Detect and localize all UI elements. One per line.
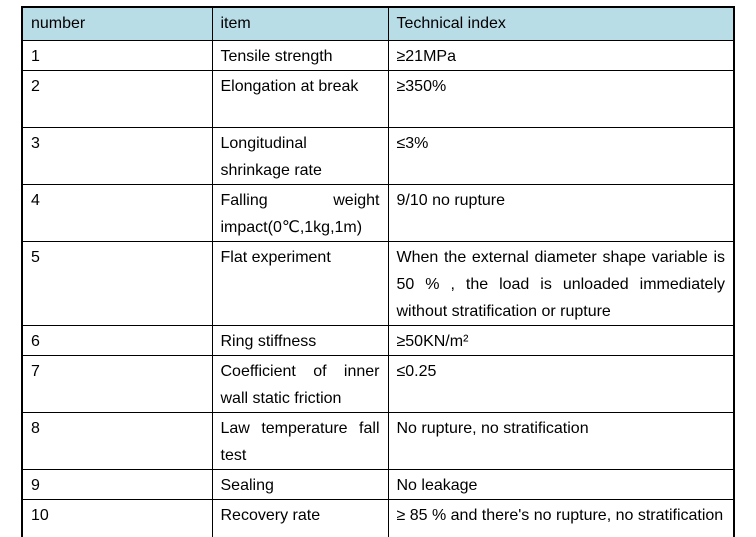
header-item: item xyxy=(211,6,389,41)
item-cell: Sealing xyxy=(211,469,389,500)
index-cell: ≥350% xyxy=(387,70,735,128)
number-cell: 9 xyxy=(21,469,213,500)
item-cell: Coefficient of inner wall static frictio… xyxy=(211,355,389,413)
item-cell: Elongation at break xyxy=(211,70,389,128)
number-cell: 5 xyxy=(21,241,213,326)
table-row: 4 Falling weight impact(0℃,1kg,1m) 9/10 … xyxy=(21,184,735,242)
number-cell: 2 xyxy=(21,70,213,128)
index-cell: ≤3% xyxy=(387,127,735,185)
header-technical-index: Technical index xyxy=(387,6,735,41)
index-cell: ≤0.25 xyxy=(387,355,735,413)
table-row: 7 Coefficient of inner wall static frict… xyxy=(21,355,735,413)
number-cell: 3 xyxy=(21,127,213,185)
item-cell: Flat experiment xyxy=(211,241,389,326)
table-row: 1 Tensile strength ≥21MPa xyxy=(21,40,735,71)
number-cell: 1 xyxy=(21,40,213,71)
header-number: number xyxy=(21,6,213,41)
header-row: number item Technical index xyxy=(21,6,735,41)
table-row: 10 Recovery rate ≥ 85 % and there's no r… xyxy=(21,499,735,537)
table-row: 6 Ring stiffness ≥50KN/m² xyxy=(21,325,735,356)
item-cell: Recovery rate xyxy=(211,499,389,537)
item-cell: Falling weight impact(0℃,1kg,1m) xyxy=(211,184,389,242)
number-cell: 4 xyxy=(21,184,213,242)
table-row: 2 Elongation at break ≥350% xyxy=(21,70,735,128)
item-cell: Longitudinal shrinkage rate xyxy=(211,127,389,185)
index-cell: ≥21MPa xyxy=(387,40,735,71)
index-cell: ≥ 85 % and there's no rupture, no strati… xyxy=(387,499,735,537)
index-cell: ≥50KN/m² xyxy=(387,325,735,356)
number-cell: 10 xyxy=(21,499,213,537)
item-cell: Law temperature fall test xyxy=(211,412,389,470)
index-cell: When the external diameter shape variabl… xyxy=(387,241,735,326)
item-cell: Tensile strength xyxy=(211,40,389,71)
technical-index-table: number item Technical index 1 Tensile st… xyxy=(21,6,735,537)
item-cell: Ring stiffness xyxy=(211,325,389,356)
index-cell: No rupture, no stratification xyxy=(387,412,735,470)
number-cell: 7 xyxy=(21,355,213,413)
table-row: 9 Sealing No leakage xyxy=(21,469,735,500)
table-row: 8 Law temperature fall test No rupture, … xyxy=(21,412,735,470)
table-row: 3 Longitudinal shrinkage rate ≤3% xyxy=(21,127,735,185)
table-row: 5 Flat experiment When the external diam… xyxy=(21,241,735,326)
number-cell: 6 xyxy=(21,325,213,356)
index-cell: No leakage xyxy=(387,469,735,500)
number-cell: 8 xyxy=(21,412,213,470)
index-cell: 9/10 no rupture xyxy=(387,184,735,242)
